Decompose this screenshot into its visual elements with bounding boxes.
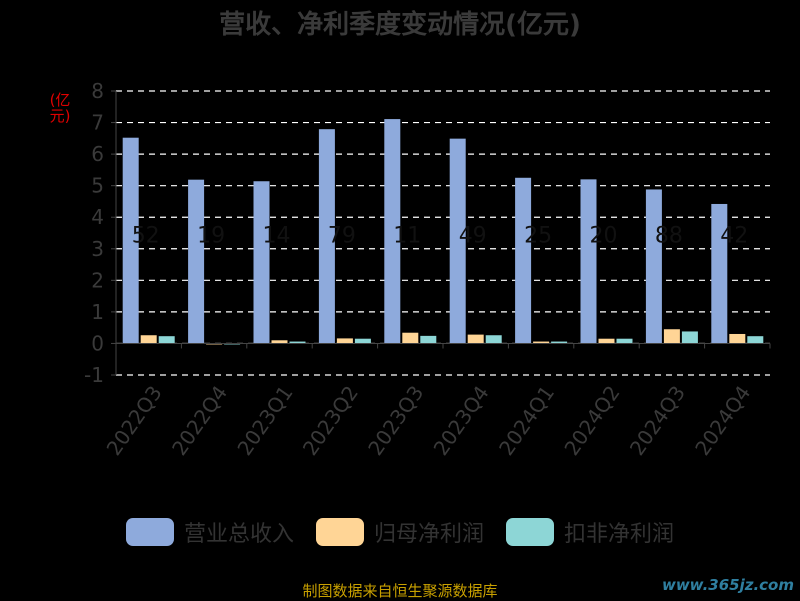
bar-net-profit bbox=[402, 332, 419, 344]
y-tick-label: 6 bbox=[91, 142, 104, 166]
y-axis-label: (亿元) bbox=[49, 91, 71, 125]
bar-deducted-profit bbox=[616, 338, 633, 344]
bar-revenue bbox=[318, 129, 335, 344]
data-label: 49 bbox=[459, 223, 487, 248]
bar-revenue bbox=[449, 138, 466, 344]
legend-swatch-deducted-profit bbox=[506, 518, 554, 546]
x-tick-label: 2024Q2 bbox=[559, 381, 624, 460]
x-tick-label: 2023Q1 bbox=[232, 381, 297, 460]
bar-net-profit bbox=[663, 329, 680, 344]
y-tick-label: 0 bbox=[91, 331, 104, 355]
data-label: 11 bbox=[393, 223, 421, 248]
x-tick-label: 2024Q3 bbox=[625, 381, 690, 460]
bar-deducted-profit bbox=[354, 338, 371, 344]
bar-deducted-profit bbox=[747, 336, 764, 344]
data-label: 79 bbox=[328, 223, 356, 248]
bar-deducted-profit bbox=[158, 336, 175, 344]
y-tick-label: 5 bbox=[91, 174, 104, 198]
legend-swatch-revenue bbox=[125, 518, 174, 546]
x-tick-label: 2024Q1 bbox=[494, 381, 559, 460]
x-tick-label: 2022Q3 bbox=[102, 381, 167, 460]
bar-revenue bbox=[645, 189, 662, 344]
bar-revenue bbox=[515, 177, 532, 344]
y-tick-label: -1 bbox=[84, 363, 104, 387]
legend-label-net-profit: 归母净利润 bbox=[373, 522, 484, 547]
legend-item-deducted-profit[interactable]: 扣非净利润 bbox=[506, 516, 674, 548]
bar-net-profit bbox=[140, 335, 157, 344]
data-label: 52 bbox=[132, 223, 160, 248]
legend: 营业总收入 归母净利润 扣非净利润 bbox=[0, 516, 800, 548]
x-tick-label: 2023Q3 bbox=[363, 381, 428, 460]
chart-title: 营收、净利季度变动情况(亿元) bbox=[219, 10, 581, 40]
bar-net-profit bbox=[336, 338, 353, 344]
legend-swatch-net-profit bbox=[315, 518, 364, 546]
bar-deducted-profit bbox=[289, 341, 306, 344]
bar-net-profit bbox=[729, 333, 746, 344]
bar-revenue bbox=[122, 137, 139, 344]
y-tick-label: 7 bbox=[91, 111, 104, 135]
x-tick-label: 2023Q4 bbox=[429, 381, 494, 460]
bar-revenue bbox=[384, 119, 401, 344]
x-tick-label: 2022Q4 bbox=[167, 381, 232, 460]
y-tick-label: 2 bbox=[91, 268, 104, 292]
bar-revenue bbox=[580, 179, 597, 344]
data-label: 14 bbox=[263, 223, 291, 248]
bar-revenue bbox=[711, 203, 728, 344]
y-tick-label: 1 bbox=[91, 300, 104, 324]
legend-item-revenue[interactable]: 营业总收入 bbox=[125, 516, 294, 548]
data-label: 20 bbox=[590, 223, 618, 248]
legend-label-deducted-profit: 扣非净利润 bbox=[564, 522, 675, 547]
bar-net-profit bbox=[467, 334, 484, 344]
bar-deducted-profit bbox=[681, 331, 698, 344]
data-label: 42 bbox=[720, 223, 748, 248]
data-label: 25 bbox=[524, 223, 552, 248]
y-tick-label: 3 bbox=[91, 237, 104, 261]
bar-net-profit bbox=[598, 338, 615, 344]
bar-deducted-profit bbox=[420, 335, 437, 344]
data-label: 88 bbox=[655, 223, 683, 248]
x-tick-label: 2024Q4 bbox=[690, 381, 755, 460]
data-source-note: 制图数据来自恒生聚源数据库 bbox=[302, 582, 498, 600]
legend-label-revenue: 营业总收入 bbox=[183, 522, 294, 547]
bar-net-profit bbox=[271, 340, 288, 344]
bar-revenue bbox=[253, 181, 270, 344]
bar-revenue bbox=[188, 179, 205, 344]
legend-item-net-profit[interactable]: 归母净利润 bbox=[315, 516, 484, 548]
bar-deducted-profit bbox=[485, 335, 502, 344]
y-tick-label: 8 bbox=[91, 79, 104, 103]
x-tick-label: 2023Q2 bbox=[298, 381, 363, 460]
y-tick-label: 4 bbox=[91, 205, 104, 229]
bar-net-profit bbox=[533, 341, 550, 344]
bar-deducted-profit bbox=[551, 341, 568, 344]
data-label: 19 bbox=[197, 223, 225, 248]
watermark: www.365jz.com bbox=[661, 576, 794, 594]
